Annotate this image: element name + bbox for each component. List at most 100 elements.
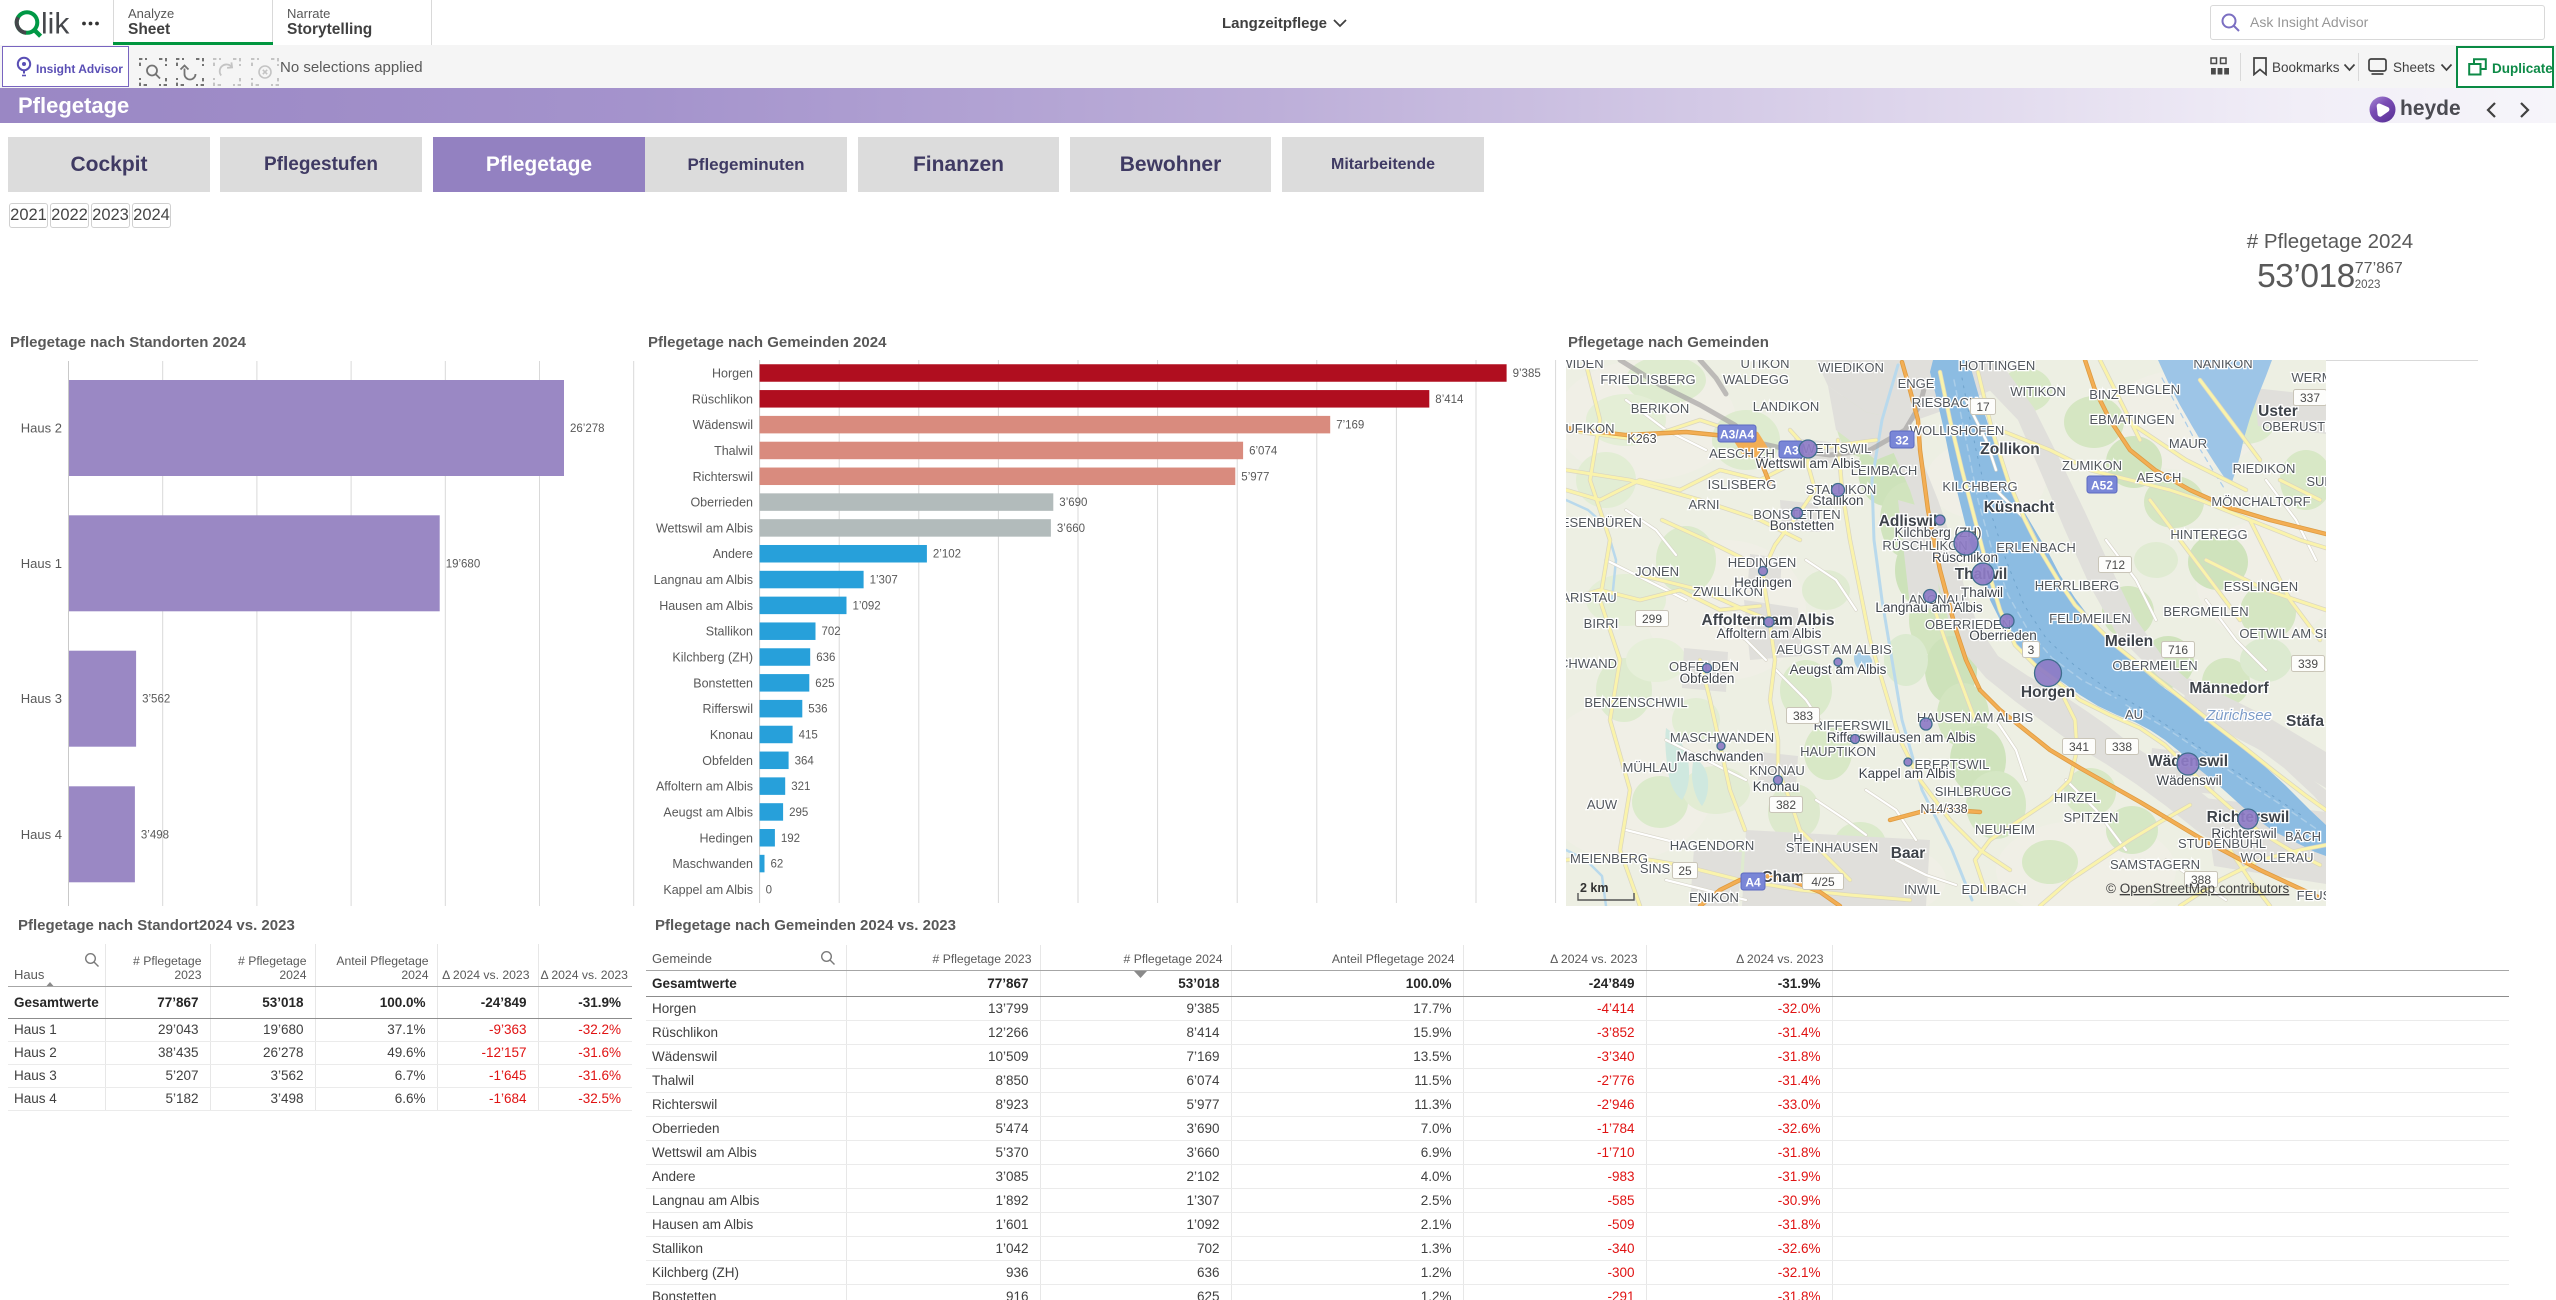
svg-text:SINS: SINS xyxy=(1640,861,1671,876)
svg-text:32: 32 xyxy=(1895,434,1909,448)
svg-text:Kappel am Albis: Kappel am Albis xyxy=(1859,766,1956,781)
svg-text:ARNI: ARNI xyxy=(1688,497,1719,512)
svg-text:BIRRI: BIRRI xyxy=(1584,616,1619,631)
svg-text:299: 299 xyxy=(1642,612,1662,626)
svg-text:MAUR: MAUR xyxy=(2169,436,2207,451)
svg-text:1’092: 1’092 xyxy=(853,600,881,612)
svg-text:1’307: 1’307 xyxy=(870,575,898,587)
svg-text:ISLISBERG: ISLISBERG xyxy=(1708,477,1777,492)
svg-text:AEUGST AM ALBIS: AEUGST AM ALBIS xyxy=(1776,642,1892,657)
svg-text:RIESBACH: RIESBACH xyxy=(1912,395,1978,410)
svg-text:Rüschlikon: Rüschlikon xyxy=(1932,550,1998,565)
svg-text:25: 25 xyxy=(1678,864,1692,878)
svg-text:LEIMBACH: LEIMBACH xyxy=(1851,463,1917,478)
svg-text:6’074: 6’074 xyxy=(1249,446,1278,458)
svg-text:BINZ: BINZ xyxy=(2089,387,2119,402)
svg-text:Zürichsee: Zürichsee xyxy=(2205,707,2272,724)
svg-text:Rifferswil: Rifferswil xyxy=(703,702,753,716)
svg-text:Kappel am Albis: Kappel am Albis xyxy=(663,883,753,897)
svg-text:INWIL: INWIL xyxy=(1904,882,1940,897)
svg-text:EDLIBACH: EDLIBACH xyxy=(1961,882,2026,897)
svg-text:Andere: Andere xyxy=(713,547,753,561)
svg-text:382: 382 xyxy=(1776,798,1796,812)
svg-text:Zollikon: Zollikon xyxy=(1980,441,2039,458)
svg-text:192: 192 xyxy=(781,833,800,845)
svg-text:Haus 3: Haus 3 xyxy=(21,691,62,706)
svg-text:BERIKON: BERIKON xyxy=(1631,401,1690,416)
svg-text:3’690: 3’690 xyxy=(1059,497,1087,509)
svg-text:Aeugst am Albis: Aeugst am Albis xyxy=(1790,662,1887,677)
svg-text:4/25: 4/25 xyxy=(1811,875,1835,889)
svg-text:Horgen: Horgen xyxy=(2021,684,2075,701)
svg-text:FEUS: FEUS xyxy=(2297,888,2326,903)
svg-text:712: 712 xyxy=(2105,558,2125,572)
svg-text:Pflegetage nach Gemeinden 2024: Pflegetage nach Gemeinden 2024 xyxy=(648,334,887,351)
svg-text:Langnau am Albis: Langnau am Albis xyxy=(1875,600,1983,615)
svg-text:295: 295 xyxy=(789,807,808,819)
svg-text:388: 388 xyxy=(2191,873,2211,887)
svg-text:383: 383 xyxy=(1793,709,1813,723)
svg-text:338: 338 xyxy=(2112,740,2132,754)
svg-text:RIFFERSWIL: RIFFERSWIL xyxy=(1814,718,1893,733)
svg-text:ESSLINGEN: ESSLINGEN xyxy=(2224,579,2298,594)
svg-text:SUL: SUL xyxy=(2306,474,2326,489)
svg-text:Stallikon: Stallikon xyxy=(706,625,753,639)
svg-text:17: 17 xyxy=(1976,400,1990,414)
svg-text:EBERTSWIL: EBERTSWIL xyxy=(1915,757,1990,772)
svg-text:K263: K263 xyxy=(1627,432,1656,446)
svg-text:Uster: Uster xyxy=(2258,403,2298,420)
svg-text:WIEDIKON: WIEDIKON xyxy=(1818,360,1884,375)
svg-text:337: 337 xyxy=(2300,391,2320,405)
svg-text:Maschwanden: Maschwanden xyxy=(672,857,753,871)
svg-text:Hedingen: Hedingen xyxy=(699,831,753,845)
svg-text:Hedingen: Hedingen xyxy=(1734,575,1792,590)
svg-text:7’169: 7’169 xyxy=(1336,420,1364,432)
svg-text:MASCHWANDEN: MASCHWANDEN xyxy=(1670,730,1774,745)
svg-text:Haus 2: Haus 2 xyxy=(21,421,62,436)
svg-text:Obfelden: Obfelden xyxy=(1680,671,1735,686)
svg-text:WIDEN: WIDEN xyxy=(1566,360,1604,371)
svg-text:lik: lik xyxy=(41,8,70,41)
svg-text:STEINHAUSEN: STEINHAUSEN xyxy=(1786,840,1878,855)
svg-text:HAUPTIKON: HAUPTIKON xyxy=(1800,744,1876,759)
svg-text:415: 415 xyxy=(799,730,818,742)
svg-text:H: H xyxy=(1793,831,1802,846)
svg-text:HINTEREGG: HINTEREGG xyxy=(2170,527,2247,542)
svg-text:Hausen am Albis: Hausen am Albis xyxy=(659,599,753,613)
svg-text:OETWIL AM SEE: OETWIL AM SEE xyxy=(2239,626,2326,641)
svg-text:Pflegetage nach Standorten 202: Pflegetage nach Standorten 2024 xyxy=(10,334,247,351)
svg-text:KILCHBERG: KILCHBERG xyxy=(1942,479,2017,494)
svg-text:Knonau: Knonau xyxy=(710,728,753,742)
svg-text:HOTTINGEN: HOTTINGEN xyxy=(1959,360,2036,373)
svg-text:OBERUSTE: OBERUSTE xyxy=(2262,419,2326,434)
svg-text:Knonau: Knonau xyxy=(1753,779,1800,794)
svg-text:EBMATINGEN: EBMATINGEN xyxy=(2090,412,2175,427)
svg-text:Horgen: Horgen xyxy=(712,367,753,381)
svg-text:BESENBÜREN: BESENBÜREN xyxy=(1566,515,1642,530)
svg-text:Thalwil: Thalwil xyxy=(714,444,753,458)
svg-text:STUDENBÜHL: STUDENBÜHL xyxy=(2178,836,2266,851)
svg-text:WETTSWIL: WETTSWIL xyxy=(1803,441,1872,456)
svg-text:CHWAND: CHWAND xyxy=(1566,656,1617,671)
svg-text:FRIEDLISBERG: FRIEDLISBERG xyxy=(1600,372,1695,387)
svg-text:SIHLBRUGG: SIHLBRUGG xyxy=(1935,784,2012,799)
svg-text:Oberrieden: Oberrieden xyxy=(690,496,753,510)
svg-text:LANDIKON: LANDIKON xyxy=(1753,399,1819,414)
svg-text:OBERMEILEN: OBERMEILEN xyxy=(2112,658,2197,673)
svg-text:BÄCH: BÄCH xyxy=(2285,829,2321,844)
svg-text:Affoltern am Albis: Affoltern am Albis xyxy=(1717,626,1822,641)
svg-text:19’680: 19’680 xyxy=(446,558,481,570)
svg-text:3’562: 3’562 xyxy=(142,694,170,706)
svg-text:AESCH ZH: AESCH ZH xyxy=(1709,446,1775,461)
svg-text:636: 636 xyxy=(816,652,835,664)
svg-text:ARISTAU: ARISTAU xyxy=(1566,590,1617,605)
svg-text:HEDINGEN: HEDINGEN xyxy=(1728,555,1797,570)
svg-text:SPITZEN: SPITZEN xyxy=(2064,810,2119,825)
svg-text:Richterswil: Richterswil xyxy=(693,470,753,484)
svg-text:Küsnacht: Küsnacht xyxy=(1984,499,2055,516)
svg-text:321: 321 xyxy=(791,781,810,793)
svg-text:Männedorf: Männedorf xyxy=(2189,680,2269,697)
svg-text:RÜSCHLIKON: RÜSCHLIKON xyxy=(1882,538,1967,553)
svg-text:62: 62 xyxy=(771,859,784,871)
svg-text:NANIKON: NANIKON xyxy=(2193,360,2252,371)
